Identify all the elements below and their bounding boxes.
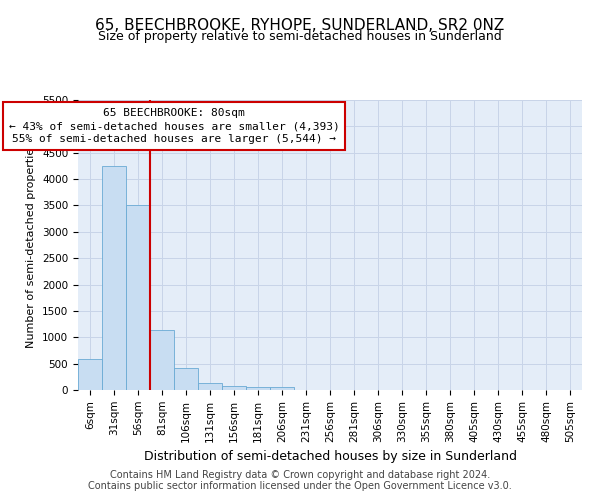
Bar: [198, 382, 222, 390]
Bar: [270, 388, 294, 390]
Text: 65 BEECHBROOKE: 80sqm
← 43% of semi-detached houses are smaller (4,393)
55% of s: 65 BEECHBROOKE: 80sqm ← 43% of semi-deta…: [8, 108, 340, 144]
Bar: [150, 330, 174, 390]
Bar: [222, 386, 246, 390]
Bar: [102, 166, 126, 390]
Bar: [78, 360, 102, 390]
Y-axis label: Number of semi-detached properties: Number of semi-detached properties: [26, 142, 37, 348]
Text: Contains HM Land Registry data © Crown copyright and database right 2024.: Contains HM Land Registry data © Crown c…: [110, 470, 490, 480]
Bar: [246, 387, 270, 390]
X-axis label: Distribution of semi-detached houses by size in Sunderland: Distribution of semi-detached houses by …: [143, 450, 517, 463]
Text: 65, BEECHBROOKE, RYHOPE, SUNDERLAND, SR2 0NZ: 65, BEECHBROOKE, RYHOPE, SUNDERLAND, SR2…: [95, 18, 505, 32]
Text: Size of property relative to semi-detached houses in Sunderland: Size of property relative to semi-detach…: [98, 30, 502, 43]
Bar: [126, 206, 150, 390]
Text: Contains public sector information licensed under the Open Government Licence v3: Contains public sector information licen…: [88, 481, 512, 491]
Bar: [174, 368, 198, 390]
